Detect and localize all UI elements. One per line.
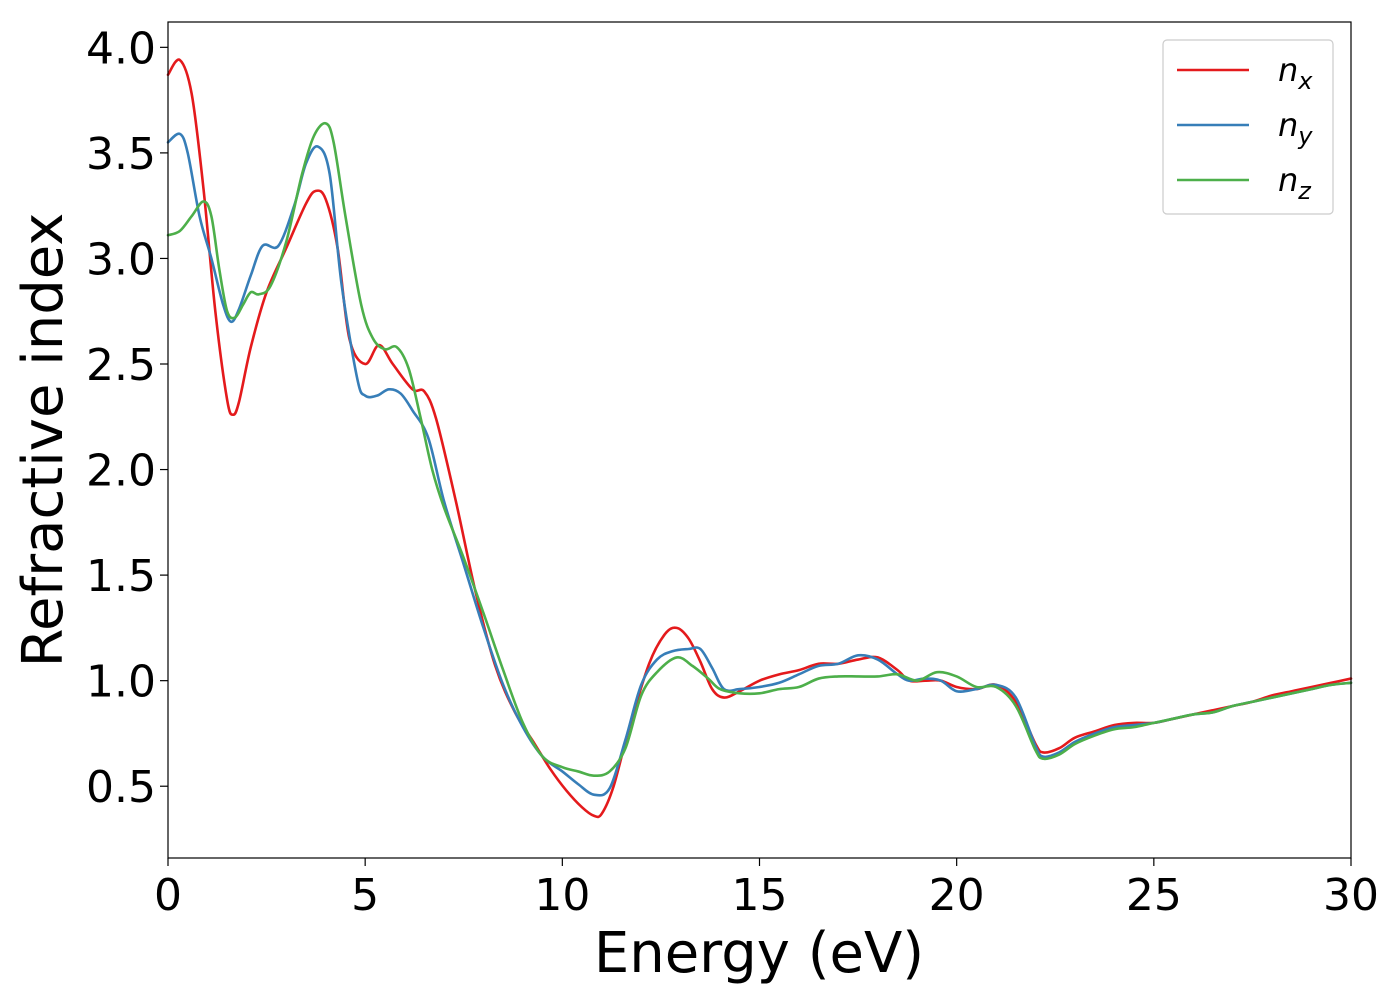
y-tick-label: 2.5 [86,340,156,391]
legend: nx ny nz [1162,39,1334,215]
plot-background [168,22,1351,858]
legend-box [1162,39,1334,215]
y-tick-label: 1.0 [86,657,156,708]
x-tick-label: 20 [929,870,985,921]
series-line-nx [166,58,1353,819]
x-tick-label: 25 [1126,870,1182,921]
series-line-nz [166,121,1353,777]
x-tick-label: 10 [534,870,590,921]
y-axis-label: Refractive index [11,213,76,668]
x-tick-label: 0 [154,870,182,921]
x-tick-label: 30 [1323,870,1379,921]
x-axis-ticks: 0 5 10 15 20 25 30 [154,858,1379,921]
series-line-ny [166,132,1353,797]
x-tick-label: 5 [351,870,379,921]
x-tick-label: 15 [732,870,788,921]
y-tick-label: 3.0 [86,234,156,285]
y-tick-label: 2.0 [86,446,156,497]
x-axis-label: Energy (eV) [594,921,924,986]
legend-label-ny: ny [1278,106,1313,150]
y-tick-label: 0.5 [86,762,156,813]
y-axis-ticks: 0.5 1.0 1.5 2.0 2.5 3.0 3.5 4.0 [86,23,168,813]
y-tick-label: 3.5 [86,129,156,180]
series-layer [166,58,1353,819]
legend-label-nx: nx [1278,51,1313,95]
y-tick-label: 1.5 [86,551,156,602]
y-tick-label: 4.0 [86,23,156,74]
legend-label-nz: nz [1278,161,1312,205]
